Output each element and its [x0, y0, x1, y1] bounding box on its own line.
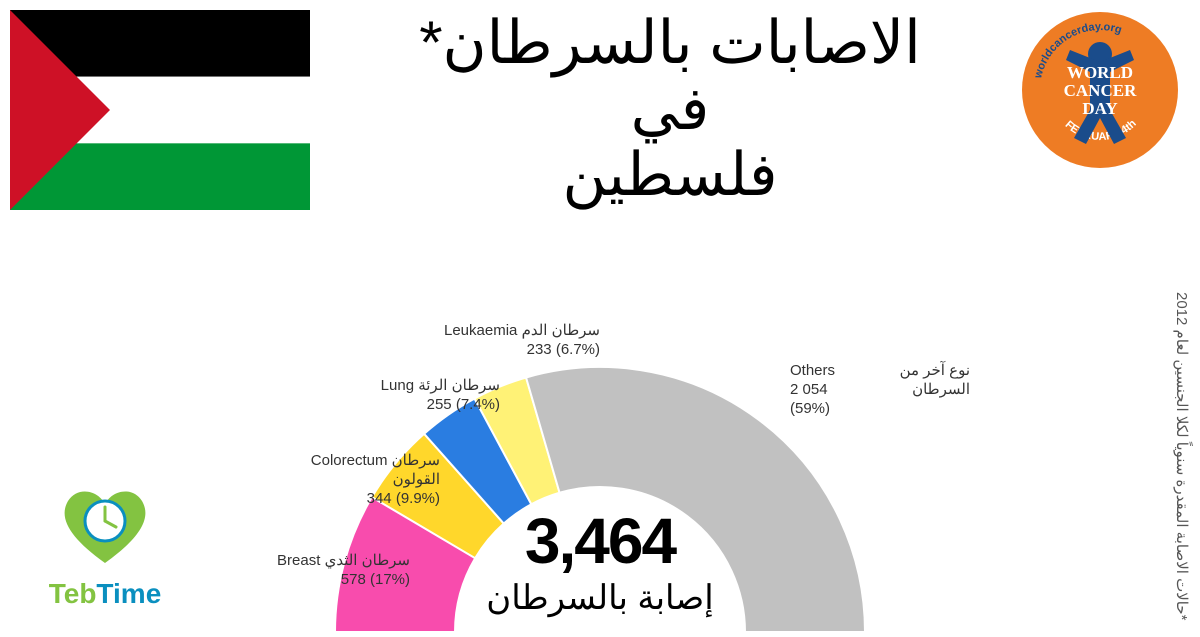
cancer-chart: 3,464 إصابة بالسرطان Breast سرطان الثدي5… [210, 202, 990, 632]
logo-icon [50, 483, 160, 573]
slice-en: Others [790, 362, 853, 381]
logo-text-2: Time [96, 578, 161, 609]
slice-label-colorectum: Colorectum سرطان القولون344 (9.9%) [260, 452, 440, 508]
slice-name: Colorectum سرطان القولون [260, 452, 440, 490]
slice-label-breast: Breast سرطان الثدي578 (17%) [230, 552, 410, 590]
world-cancer-day-badge: worldcancerday.org FEBRUARY 4th WORLD CA… [1020, 10, 1180, 170]
slice-label-others: Others2 054 (59%) نوع آخر من السرطان [790, 362, 970, 418]
badge-main-3: DAY [1082, 99, 1117, 118]
slice-count: 578 (17%) [230, 571, 410, 590]
chart-center-label: 3,464 إصابة بالسرطان [486, 504, 713, 618]
title-line-3: فلسطين [320, 142, 1020, 208]
slice-label-leukaemia: Leukaemia سرطان الدم233 (6.7%) [420, 322, 600, 360]
footnote: *حالات الاصابة المقدرة سنوياً لكلا الجنس… [1166, 180, 1190, 620]
logo-text-1: Teb [49, 578, 97, 609]
slice-name: Breast سرطان الثدي [230, 552, 410, 571]
slice-ar: نوع آخر من السرطان [869, 362, 970, 400]
slice-name: Leukaemia سرطان الدم [420, 322, 600, 341]
slice-label-lung: Lung سرطان الرئة255 (7.4%) [320, 377, 500, 415]
logo-text: TebTime [30, 578, 180, 610]
total-number: 3,464 [486, 504, 713, 578]
tebtime-logo: TebTime [30, 483, 180, 610]
total-text: إصابة بالسرطان [486, 578, 713, 618]
badge-main-1: WORLD [1067, 63, 1133, 82]
badge-main-2: CANCER [1064, 81, 1137, 100]
slice-count: 233 (6.7%) [420, 341, 600, 360]
title-line-1: الاصابات بالسرطان* [320, 10, 1020, 76]
slice-count: 2 054 (59%) [790, 381, 853, 419]
slice-count: 255 (7.4%) [320, 396, 500, 415]
slice-name: Lung سرطان الرئة [320, 377, 500, 396]
slice-count: 344 (9.9%) [260, 490, 440, 509]
page-title: الاصابات بالسرطان* في فلسطين [320, 10, 1020, 208]
title-line-2: في [320, 76, 1020, 142]
palestine-flag [10, 10, 310, 210]
